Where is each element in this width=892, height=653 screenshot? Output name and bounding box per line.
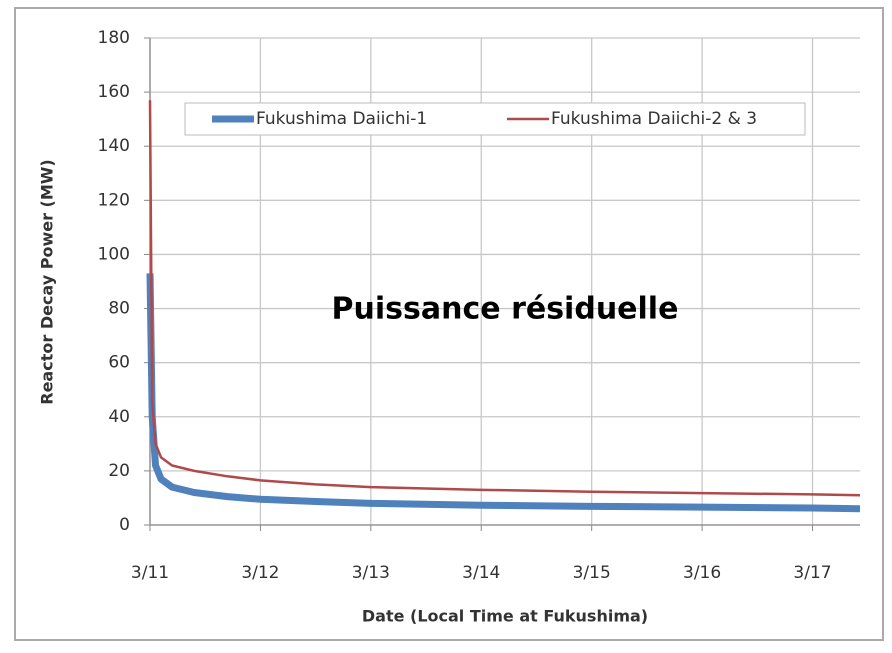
series-line bbox=[148, 100, 861, 497]
y-tick-label: 0 bbox=[119, 515, 130, 535]
legend-label: Fukushima Daiichi-2 & 3 bbox=[551, 109, 757, 129]
x-tick-label: 3/13 bbox=[352, 563, 390, 583]
y-tick-label: 180 bbox=[98, 28, 130, 48]
y-tick-label: 140 bbox=[98, 136, 130, 156]
legend-label: Fukushima Daiichi-1 bbox=[256, 109, 427, 129]
y-axis-title: Reactor Decay Power (MW) bbox=[38, 159, 57, 404]
y-tick-label: 120 bbox=[98, 190, 130, 210]
x-tick-label: 3/11 bbox=[131, 563, 169, 583]
annotation: Puissance résiduelle bbox=[332, 292, 679, 327]
y-tick-label: 60 bbox=[108, 353, 130, 373]
x-tick-label: 3/12 bbox=[241, 563, 279, 583]
y-tick-label: 80 bbox=[108, 299, 130, 319]
y-tick-label: 40 bbox=[108, 407, 130, 427]
y-tick-label: 160 bbox=[98, 82, 130, 102]
x-axis-title: Date (Local Time at Fukushima) bbox=[362, 607, 648, 626]
y-tick-label: 20 bbox=[108, 461, 130, 481]
x-tick-label: 3/17 bbox=[793, 563, 831, 583]
y-tick-label: 100 bbox=[98, 244, 130, 264]
x-tick-label: 3/14 bbox=[462, 563, 500, 583]
legend-box bbox=[184, 102, 806, 136]
series-line bbox=[146, 273, 861, 513]
x-tick-label: 3/16 bbox=[683, 563, 721, 583]
x-tick-label: 3/15 bbox=[573, 563, 611, 583]
